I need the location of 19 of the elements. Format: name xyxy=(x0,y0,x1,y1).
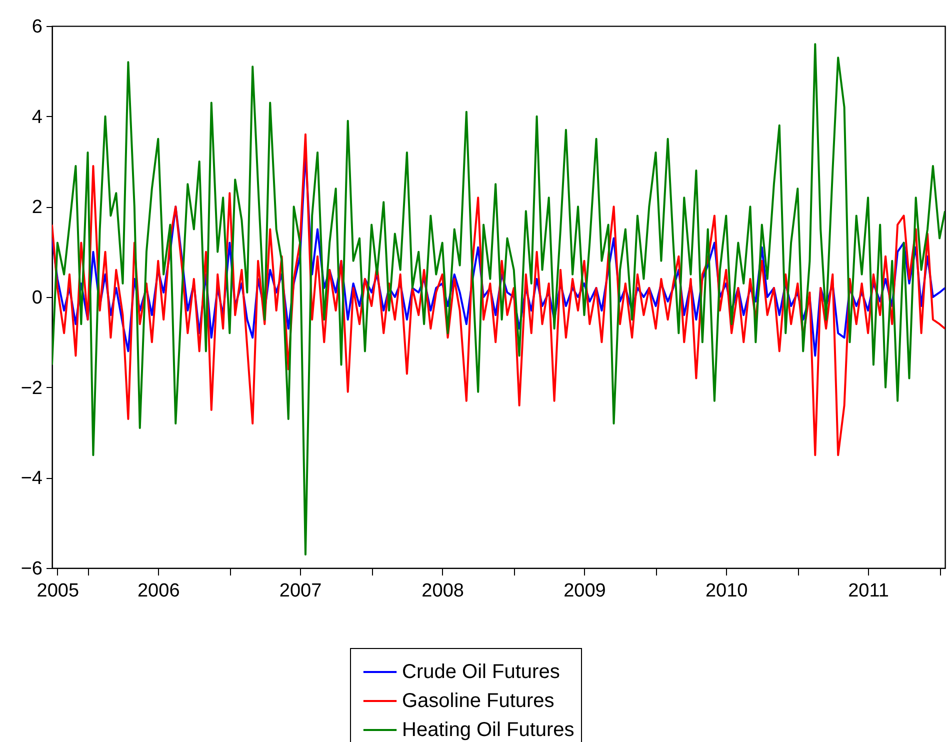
line-series xyxy=(52,43,945,556)
y-tick-label: 0 xyxy=(32,288,42,308)
x-tick-label: 2009 xyxy=(564,580,606,602)
y-tick-label: −2 xyxy=(20,378,42,399)
legend-label: Heating Oil Futures xyxy=(402,719,574,741)
x-tick-label: 2006 xyxy=(137,580,180,602)
x-tick-label: 2010 xyxy=(705,580,748,602)
legend-label: Crude Oil Futures xyxy=(402,661,560,683)
y-tick-label: 2 xyxy=(32,197,42,218)
line-series xyxy=(52,133,945,456)
y-tick-label: −6 xyxy=(20,558,42,580)
x-tick-label: 2011 xyxy=(848,580,889,602)
y-tick-label: −4 xyxy=(20,468,43,490)
x-tick-label: 2005 xyxy=(36,580,80,602)
x-tick-label: 2007 xyxy=(279,580,322,602)
legend-label: Gasoline Futures xyxy=(402,690,554,712)
y-tick-label: 6 xyxy=(32,16,42,38)
y-tick-label: 4 xyxy=(32,106,43,128)
x-tick-label: 2008 xyxy=(422,580,464,602)
